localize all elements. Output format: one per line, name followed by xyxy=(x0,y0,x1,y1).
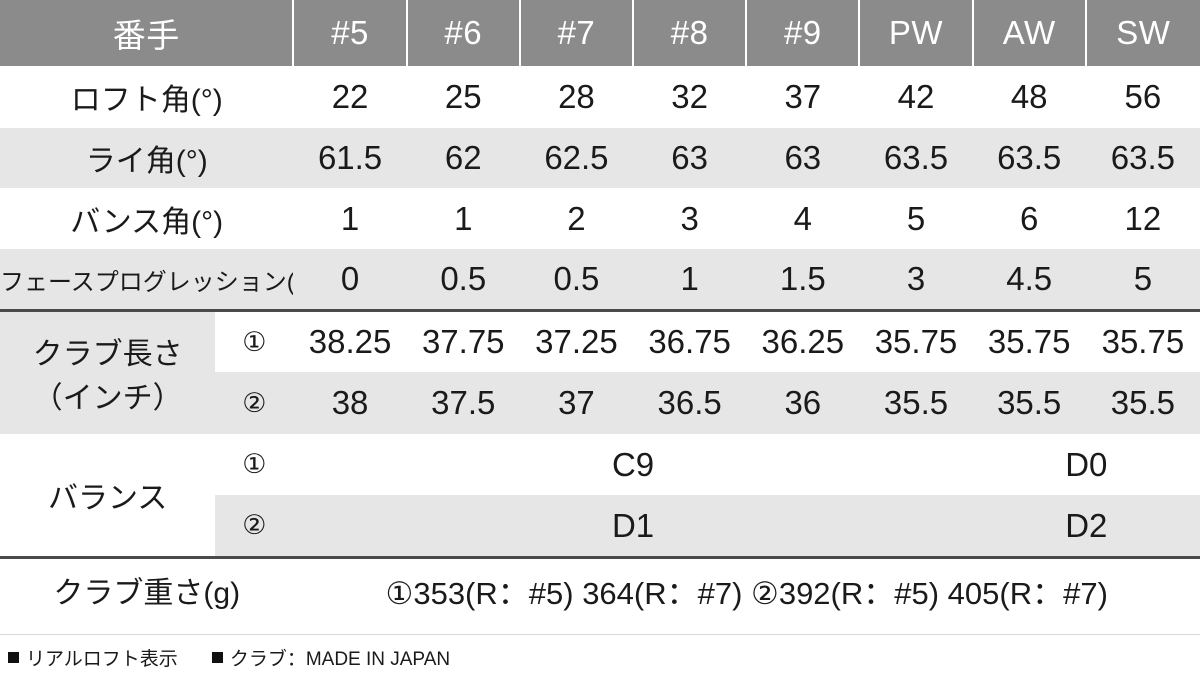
cell-len1-sw: 35.75 xyxy=(1085,309,1200,372)
table-row-balance-1: バランス ① C9 D0 xyxy=(0,434,1200,558)
cell-bounce-5: 1 xyxy=(293,188,407,249)
cell-fp-7: 0.5 xyxy=(519,249,634,311)
header-col-7: #7 xyxy=(518,0,634,66)
table-row-balance-2: ② D1 D2 xyxy=(0,495,1200,558)
table-row-club-length-1: クラブ長さ （インチ） ① 38.25 37.75 37.25 36.75 36… xyxy=(0,309,1200,434)
cell-loft-7: 28 xyxy=(519,66,634,128)
square-bullet-icon xyxy=(211,651,223,663)
cell-loft-9: 37 xyxy=(746,66,860,128)
cell-bounce-8: 3 xyxy=(633,188,747,249)
cell-lie-sw: 63.5 xyxy=(1085,128,1200,188)
square-bullet-icon xyxy=(8,651,19,663)
cell-bounce-6: 1 xyxy=(406,188,520,249)
cell-bounce-sw: 12 xyxy=(1085,188,1200,249)
club-length-sub-2: ② xyxy=(215,372,294,434)
header-col-9: #9 xyxy=(745,0,860,66)
cell-bounce-aw: 6 xyxy=(972,188,1086,249)
cell-loft-sw: 56 xyxy=(1085,66,1200,128)
cell-lie-6: 62 xyxy=(406,128,520,188)
header-col-8: #8 xyxy=(632,0,747,66)
cell-len1-pw: 35.75 xyxy=(859,309,973,372)
table-row-club-weight: クラブ重さ(g) ①353(R：#5) 364(R：#7) ②392(R：#5)… xyxy=(0,556,1200,621)
table-row-lie-angle: ライ角(°) 61.5 62 62.5 63 63 63.5 63.5 63.5 xyxy=(0,128,1200,188)
cell-loft-8: 32 xyxy=(633,66,747,128)
table-row-loft-angle: ロフト角(°) 22 25 28 32 37 42 48 56 xyxy=(0,66,1200,128)
header-col-pw: PW xyxy=(858,0,973,66)
cell-bounce-pw: 5 xyxy=(859,188,973,249)
header-col-aw: AW xyxy=(971,0,1086,66)
table-row-bounce-angle: バンス角(°) 1 1 2 3 4 5 6 12 xyxy=(0,188,1200,249)
table-row-face-progression: フェースプログレッション(mm) 0 0.5 0.5 1 1.5 3 4.5 5 xyxy=(0,249,1200,311)
cell-fp-aw: 4.5 xyxy=(972,249,1086,311)
cell-len1-6: 37.75 xyxy=(406,309,520,372)
cell-len1-aw: 35.75 xyxy=(972,309,1086,372)
cell-bounce-7: 2 xyxy=(519,188,634,249)
cell-fp-pw: 3 xyxy=(859,249,973,311)
cell-len1-5: 38.25 xyxy=(293,309,407,372)
header-col-sw: SW xyxy=(1084,0,1200,66)
cell-fp-5: 0 xyxy=(293,249,407,311)
cell-lie-5: 61.5 xyxy=(293,128,407,188)
balance-sub-1: ① xyxy=(215,434,294,495)
row-label-club-length: クラブ長さ （インチ） xyxy=(0,309,216,434)
cell-len2-6: 37.5 xyxy=(406,372,520,434)
cell-lie-pw: 63.5 xyxy=(859,128,973,188)
cell-fp-6: 0.5 xyxy=(406,249,520,311)
cell-len1-8: 36.75 xyxy=(633,309,747,372)
header-col-5: #5 xyxy=(292,0,407,66)
cell-loft-aw: 48 xyxy=(972,66,1086,128)
cell-fp-9: 1.5 xyxy=(746,249,860,311)
row-label-balance: バランス xyxy=(0,434,216,558)
cell-balance1-c9: C9 xyxy=(293,434,973,495)
club-length-sub-1: ① xyxy=(215,309,294,372)
cell-lie-7: 62.5 xyxy=(519,128,634,188)
cell-lie-8: 63 xyxy=(633,128,747,188)
cell-len2-pw: 35.5 xyxy=(859,372,973,434)
cell-lie-aw: 63.5 xyxy=(972,128,1086,188)
cell-bounce-9: 4 xyxy=(746,188,860,249)
cell-loft-pw: 42 xyxy=(859,66,973,128)
cell-fp-sw: 5 xyxy=(1085,249,1200,311)
footnote-text-1: リアルロフト表示 xyxy=(26,648,178,670)
club-length-label-line1: クラブ長さ xyxy=(32,338,183,371)
header-col-6: #6 xyxy=(405,0,520,66)
cell-len2-7: 37 xyxy=(519,372,634,434)
footnote-item-1: リアルロフト表示 xyxy=(8,644,178,671)
cell-len2-9: 36 xyxy=(746,372,860,434)
cell-balance2-d2: D2 xyxy=(972,495,1200,558)
table-row-club-length-2: ② 38 37.5 37 36.5 36 35.5 35.5 35.5 xyxy=(0,372,1200,434)
balance-sub-2: ② xyxy=(215,495,294,558)
cell-balance2-d1: D1 xyxy=(293,495,973,558)
row-label-loft-angle: ロフト角(°) xyxy=(0,66,294,128)
table-header-row: 番手 #5 #6 #7 #8 #9 PW AW SW xyxy=(0,0,1200,66)
cell-balance1-d0: D0 xyxy=(972,434,1200,495)
row-label-face-progression: フェースプログレッション(mm) xyxy=(0,249,294,311)
club-spec-table: 番手 #5 #6 #7 #8 #9 PW AW SW ロフト角(°) 22 25… xyxy=(0,0,1200,621)
cell-len2-sw: 35.5 xyxy=(1085,372,1200,434)
cell-len2-8: 36.5 xyxy=(633,372,747,434)
cell-club-weight-value: ①353(R：#5) 364(R：#7) ②392(R：#5) 405(R：#7… xyxy=(293,556,1200,621)
footnote-item-2: クラブ：MADE IN JAPAN xyxy=(211,644,451,671)
cell-fp-8: 1 xyxy=(633,249,747,311)
footnotes-bar: リアルロフト表示 クラブ：MADE IN JAPAN xyxy=(0,634,1200,679)
row-label-lie-angle: ライ角(°) xyxy=(0,128,294,188)
cell-lie-9: 63 xyxy=(746,128,860,188)
row-label-bounce-angle: バンス角(°) xyxy=(0,188,294,249)
cell-loft-5: 22 xyxy=(293,66,407,128)
footnote-text-2: クラブ：MADE IN JAPAN xyxy=(229,648,451,670)
row-label-club-weight: クラブ重さ(g) xyxy=(0,556,294,621)
club-length-label-line2: （インチ） xyxy=(32,382,183,415)
cell-loft-6: 25 xyxy=(406,66,520,128)
cell-len2-5: 38 xyxy=(293,372,407,434)
header-label-bansyu: 番手 xyxy=(0,0,294,66)
cell-len1-9: 36.25 xyxy=(746,309,860,372)
cell-len2-aw: 35.5 xyxy=(972,372,1086,434)
cell-len1-7: 37.25 xyxy=(519,309,634,372)
